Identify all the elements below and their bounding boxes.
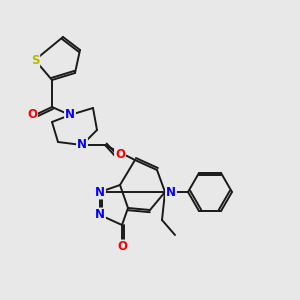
Text: N: N — [95, 208, 105, 221]
Text: N: N — [65, 109, 75, 122]
Text: O: O — [115, 148, 125, 161]
Text: S: S — [31, 53, 39, 67]
Text: N: N — [95, 185, 105, 199]
Text: O: O — [27, 109, 37, 122]
Text: O: O — [117, 241, 127, 254]
Text: N: N — [166, 185, 176, 199]
Text: N: N — [77, 139, 87, 152]
